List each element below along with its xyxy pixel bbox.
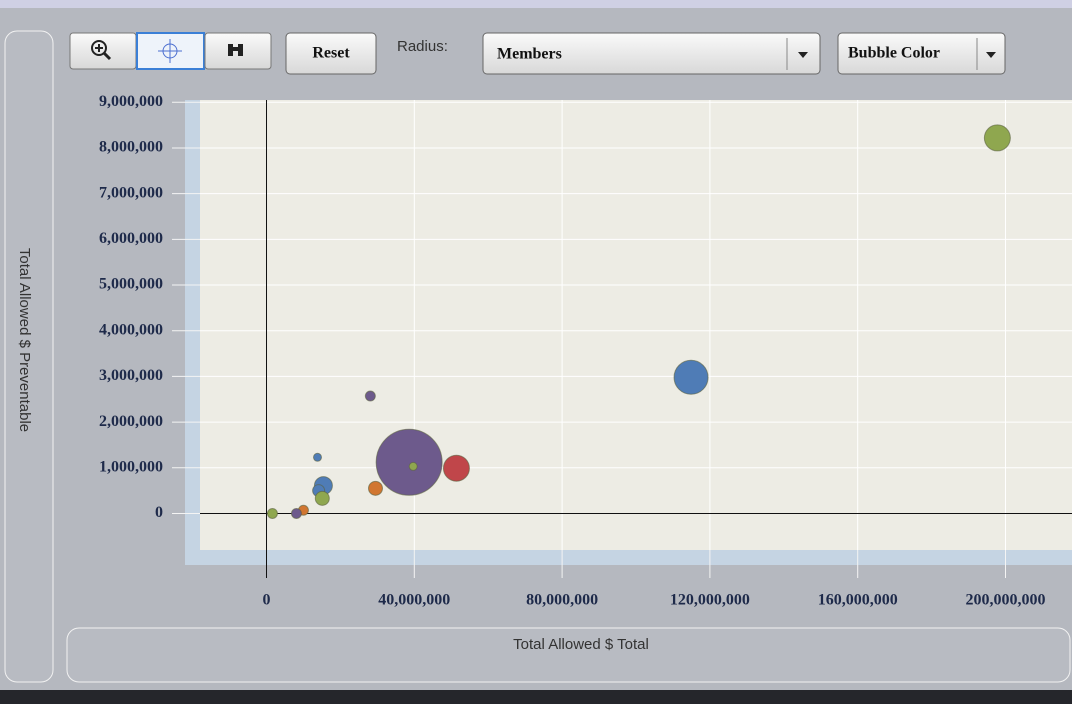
y-axis-label: Total Allowed $ Preventable [16,248,33,432]
y-tick-label: 6,000,000 [99,230,163,247]
zoom-icon [102,51,112,61]
zoom-button[interactable] [69,32,137,70]
bubble [314,490,330,506]
top-strip [0,0,1072,8]
bubble [364,390,376,402]
reset-button[interactable] [285,32,377,75]
radius-dropdown[interactable] [482,32,821,75]
bubble [312,452,322,462]
find-icon [228,44,243,56]
y-tick-label: 1,000,000 [99,458,163,475]
bubble [266,507,278,519]
bubble [290,507,302,519]
bubble [408,461,418,471]
color-dropdown[interactable] [837,32,1006,75]
radius-value: Members [497,46,562,63]
y-tick-label: 7,000,000 [99,184,163,201]
y-tick-label: 2,000,000 [99,413,163,430]
x-tick-label: 160,000,000 [818,592,898,609]
bubble [368,480,384,496]
dropdown-arrow [986,52,996,58]
bubble [442,454,470,482]
x-axis-label: Total Allowed $ Total [513,636,649,653]
y-tick-label: 9,000,000 [99,93,163,110]
x-tick-label: 40,000,000 [378,592,450,609]
zoom-icon [95,44,103,52]
x-label-panel [66,627,1071,683]
dropdown-arrow [798,52,808,58]
x-tick-label: 0 [263,592,271,609]
y-label-panel [4,30,54,683]
x-tick-label: 120,000,000 [670,592,750,609]
x-tick-label: 80,000,000 [526,592,598,609]
bubble [983,124,1011,152]
bubble [375,428,443,496]
y-tick-label: 0 [155,504,163,521]
zoom-icon [91,40,107,56]
x-tick-label: 200,000,000 [965,592,1045,609]
y-tick-label: 4,000,000 [99,321,163,338]
y-tick-label: 8,000,000 [99,139,163,156]
bottom-strip [0,690,1072,704]
toolbar: Reset Radius: Members Bubble Color [69,32,1006,75]
y-tick-label: 5,000,000 [99,276,163,293]
reset-label: Reset [312,45,350,62]
plot-area [200,100,1072,550]
color-label: Bubble Color [848,45,940,62]
y-tick-label: 3,000,000 [99,367,163,384]
pan-icon [158,39,182,63]
bubble [673,359,709,395]
radius-label: Radius: [397,38,448,55]
